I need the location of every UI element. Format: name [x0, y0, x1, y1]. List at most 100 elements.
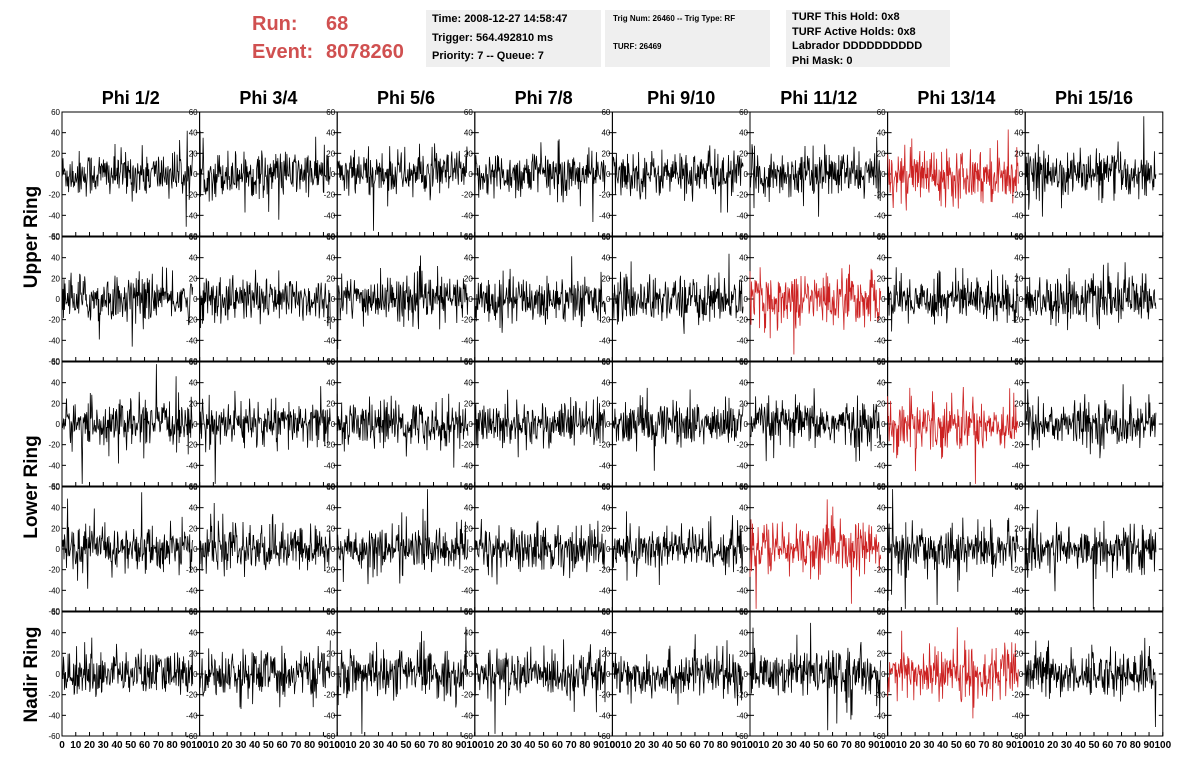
y-tick-label: 40: [464, 254, 473, 263]
column-header: Phi 15/16: [1055, 88, 1133, 108]
y-tick-label: 0: [1019, 670, 1024, 679]
y-tick-label: -20: [186, 441, 198, 450]
y-tick-label: -40: [324, 586, 336, 595]
x-tick-label: 60: [552, 740, 564, 751]
y-tick-label: 60: [189, 483, 198, 492]
y-tick-label: 60: [1014, 233, 1023, 242]
y-tick-label: 20: [326, 399, 335, 408]
x-tick-label: 80: [992, 740, 1004, 751]
y-tick-label: -40: [736, 461, 748, 470]
y-tick-label: 60: [739, 233, 748, 242]
waveform-trace: [61, 130, 194, 227]
y-tick-label: 40: [326, 379, 335, 388]
y-tick-label: -40: [1012, 586, 1024, 595]
waveform-trace: [612, 145, 744, 213]
waveform-trace: [1024, 637, 1157, 728]
x-tick-label: 90: [455, 740, 467, 751]
y-tick-label: 0: [1019, 295, 1024, 304]
y-tick-label: 60: [189, 358, 198, 367]
waveform-trace: [474, 518, 606, 585]
row-group-label: Upper Ring: [21, 186, 42, 288]
y-tick-label: -20: [461, 316, 473, 325]
x-tick-label: 90: [593, 740, 605, 751]
x-tick-label: 10: [483, 740, 495, 751]
y-tick-label: -40: [461, 711, 473, 720]
y-tick-label: 60: [877, 108, 886, 117]
y-tick-label: -20: [461, 441, 473, 450]
x-tick-label: 50: [813, 740, 825, 751]
x-tick-label: 0: [1022, 740, 1028, 751]
y-tick-label: 40: [877, 629, 886, 638]
x-tick-label: 0: [885, 740, 891, 751]
y-tick-label: -60: [736, 732, 748, 741]
y-tick-label: 40: [189, 254, 198, 263]
y-tick-label: -40: [736, 711, 748, 720]
y-tick-label: -20: [461, 566, 473, 575]
y-tick-label: 40: [601, 629, 610, 638]
x-tick-label: 30: [1061, 740, 1073, 751]
x-tick-label: 0: [59, 740, 65, 751]
y-tick-label: 20: [601, 649, 610, 658]
y-tick-label: 0: [193, 170, 198, 179]
y-tick-label: -20: [599, 441, 611, 450]
x-tick-label: 100: [604, 740, 621, 751]
x-tick-label: 50: [125, 740, 137, 751]
y-tick-label: 20: [51, 399, 60, 408]
y-tick-label: -60: [324, 732, 336, 741]
y-tick-label: -40: [874, 461, 886, 470]
waveform-trace: [612, 387, 744, 471]
y-tick-label: -60: [48, 232, 60, 241]
y-tick-label: 40: [1014, 129, 1023, 138]
y-tick-label: -40: [874, 336, 886, 345]
y-tick-label: -20: [461, 191, 473, 200]
y-tick-label: 0: [468, 545, 473, 554]
y-tick-label: 60: [601, 233, 610, 242]
trigger-text: Trigger: 564.492810 ms: [432, 31, 554, 44]
waveform-trace: [336, 626, 469, 734]
x-tick-label: 70: [290, 740, 302, 751]
x-tick-label: 60: [414, 740, 426, 751]
y-tick-label: -40: [324, 711, 336, 720]
y-tick-label: 20: [189, 149, 198, 158]
y-tick-label: 60: [326, 483, 335, 492]
waveform-trace: [1024, 262, 1157, 331]
y-tick-label: 40: [51, 379, 60, 388]
y-tick-label: 40: [739, 129, 748, 138]
y-tick-label: 0: [881, 170, 886, 179]
x-tick-label: 80: [442, 740, 454, 751]
x-tick-label: 100: [329, 740, 346, 751]
y-tick-label: 40: [189, 129, 198, 138]
y-tick-label: 20: [739, 399, 748, 408]
y-tick-label: 0: [606, 545, 611, 554]
y-tick-label: 20: [464, 274, 473, 283]
x-tick-label: 70: [566, 740, 578, 751]
y-tick-label: -20: [874, 191, 886, 200]
y-tick-label: -60: [48, 357, 60, 366]
y-tick-label: 60: [326, 108, 335, 117]
y-tick-label: 60: [51, 483, 60, 492]
x-tick-label: 70: [428, 740, 440, 751]
x-tick-label: 0: [197, 740, 203, 751]
y-tick-label: 0: [1019, 170, 1024, 179]
waveform-trace: [61, 492, 194, 589]
y-tick-label: 60: [1014, 108, 1023, 117]
x-tick-label: 50: [951, 740, 963, 751]
x-tick-label: 20: [772, 740, 784, 751]
y-tick-label: 60: [739, 608, 748, 617]
y-tick-label: 0: [744, 420, 749, 429]
turf-this-hold-text: TURF This Hold: 0x8: [792, 11, 900, 23]
waveform-trace: [199, 640, 331, 710]
x-tick-label: 50: [676, 740, 688, 751]
y-tick-label: -40: [186, 336, 198, 345]
labrador-text: Labrador DDDDDDDDDD: [792, 40, 923, 52]
y-tick-label: 40: [464, 504, 473, 513]
y-tick-label: -20: [874, 441, 886, 450]
x-tick-label: 50: [263, 740, 275, 751]
y-tick-label: 40: [739, 379, 748, 388]
y-tick-label: -20: [599, 316, 611, 325]
y-tick-label: 20: [326, 649, 335, 658]
y-tick-label: 60: [877, 483, 886, 492]
y-tick-label: 40: [189, 504, 198, 513]
x-tick-label: 60: [1102, 740, 1114, 751]
